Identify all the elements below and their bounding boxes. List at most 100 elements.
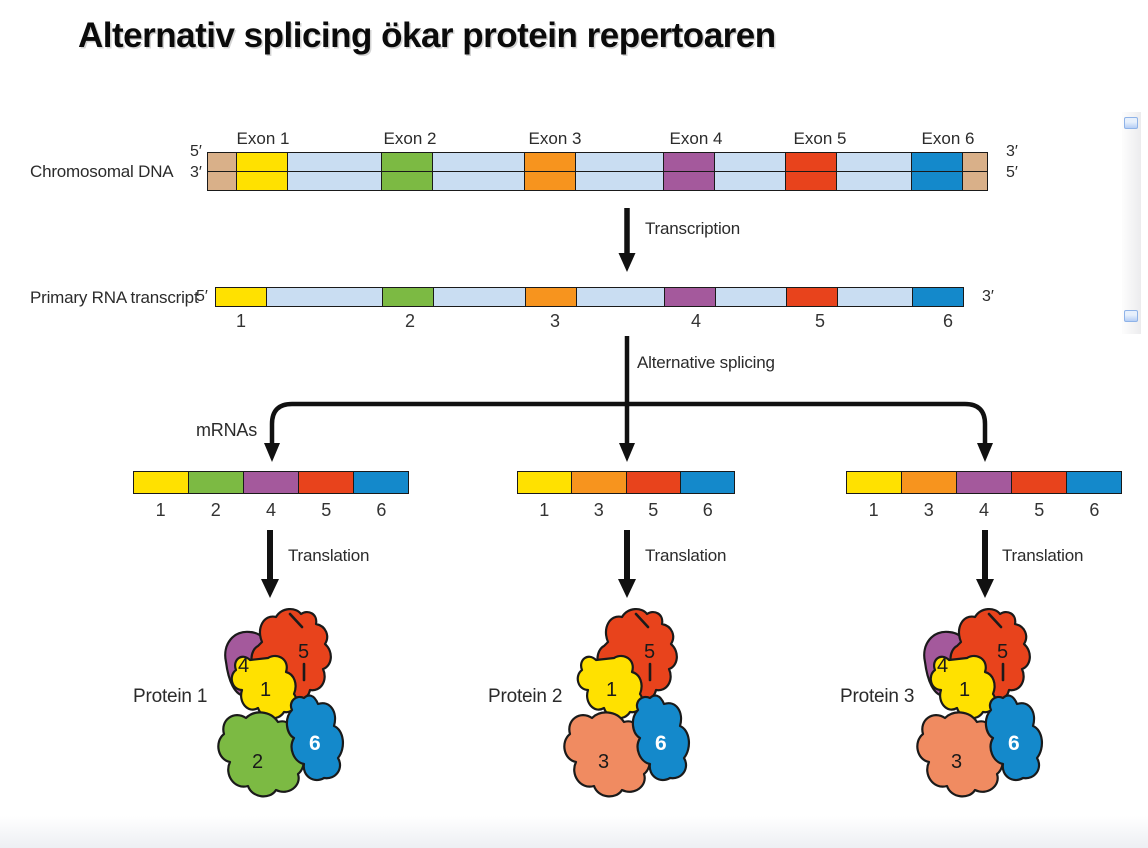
exon-segment — [571, 471, 627, 494]
translation-arrow-3 — [976, 530, 994, 598]
exon-segment — [524, 152, 576, 172]
exon-number: 6 — [702, 500, 713, 520]
exon-segment — [663, 171, 715, 191]
mrna-numbers: 1 2 4 5 6 — [133, 500, 409, 521]
exon-number: 1 — [155, 500, 166, 520]
right-scrollbar-track[interactable] — [1122, 112, 1141, 334]
mrna-numbers: 1 3 4 5 6 — [846, 500, 1122, 521]
mrna-2: 1 3 5 6 — [517, 471, 735, 521]
alternative-splicing-arrow — [619, 336, 635, 462]
domain-number: 4 — [937, 655, 948, 677]
exon-segment — [846, 471, 902, 494]
exon-number: 5 — [814, 311, 826, 331]
exon-number: 1 — [539, 500, 550, 520]
exon-segment — [785, 171, 837, 191]
protein-1-label: Protein 1 — [133, 686, 208, 707]
exon-number: 3 — [549, 311, 561, 331]
dna-strand-bottom — [207, 171, 988, 191]
exon-segment — [243, 471, 299, 494]
exon-number: 3 — [923, 500, 934, 520]
intron-segment — [287, 171, 382, 191]
translation-label-1: Translation — [288, 546, 370, 565]
exon-segment — [188, 471, 244, 494]
alternative-splicing-label: Alternative splicing — [637, 353, 775, 372]
intron-segment — [836, 152, 912, 172]
dna-left-5prime: 5′ — [190, 143, 202, 160]
exon-number: 6 — [942, 311, 954, 331]
exon-label: Exon 2 — [383, 129, 437, 148]
exon-number: 4 — [979, 500, 990, 520]
exon-segment — [625, 471, 681, 494]
dna-end-segment — [962, 152, 988, 172]
exon-number: 4 — [266, 500, 277, 520]
splice-branch-right-arrow — [627, 401, 993, 462]
intron-segment — [576, 287, 665, 307]
translation-label-3: Translation — [1002, 546, 1084, 565]
domain-number: 2 — [252, 751, 263, 773]
translation-arrow-1 — [261, 530, 279, 598]
rna-5prime: 5′ — [196, 288, 208, 305]
primary-rna-label: Primary RNA transcript — [30, 288, 199, 307]
dna-left-3prime: 3′ — [190, 164, 202, 181]
splice-branch-left-arrow — [264, 401, 627, 462]
protein-2-label: Protein 2 — [488, 686, 563, 707]
exon-segment — [785, 152, 837, 172]
scroll-handle-bottom[interactable] — [1124, 310, 1138, 322]
scroll-handle-top[interactable] — [1124, 117, 1138, 129]
mrna-numbers: 1 3 5 6 — [517, 500, 735, 521]
mrnas-label: mRNAs — [196, 420, 257, 440]
exon-segment — [1066, 471, 1122, 494]
dna-end-segment — [962, 171, 988, 191]
exon-segment — [912, 287, 964, 307]
dna-right-3prime: 3′ — [1006, 143, 1018, 160]
protein-1-illustration: 4 5 1 2 6 — [217, 607, 345, 798]
exon-number: 1 — [868, 500, 879, 520]
exon-segment — [381, 171, 433, 191]
exon-segment — [911, 171, 963, 191]
exon-segment — [525, 287, 577, 307]
exon-label: Exon 5 — [793, 129, 847, 148]
domain-number: 1 — [260, 679, 271, 701]
intron-segment — [714, 171, 786, 191]
dna-end-segment — [207, 152, 237, 172]
exon-number: 6 — [1089, 500, 1100, 520]
exon-segment — [901, 471, 957, 494]
exon-segment — [382, 287, 434, 307]
translation-label-2: Translation — [645, 546, 727, 565]
intron-segment — [575, 152, 664, 172]
exon-label: Exon 6 — [921, 129, 975, 148]
exon-label: Exon 4 — [669, 129, 723, 148]
exon-segment — [664, 287, 716, 307]
exon-number: 5 — [1034, 500, 1045, 520]
exon-segment — [679, 471, 735, 494]
transcription-arrow — [618, 208, 636, 272]
rna-strand — [215, 287, 964, 307]
mrna-bar — [517, 471, 735, 494]
exon-number: 4 — [690, 311, 702, 331]
domain-number: 4 — [238, 655, 249, 677]
domain-number: 1 — [606, 679, 617, 701]
exon-segment — [956, 471, 1012, 494]
dna-strand-top — [207, 152, 988, 172]
intron-segment — [432, 171, 525, 191]
exon-segment — [524, 171, 576, 191]
mrna-3: 1 3 4 5 6 — [846, 471, 1122, 521]
transcription-label: Transcription — [645, 219, 741, 238]
intron-segment — [837, 287, 913, 307]
primary-rna-bar: 1 2 3 4 5 6 — [215, 287, 964, 331]
intron-segment — [575, 171, 664, 191]
exon-segment — [353, 471, 409, 494]
exon-number: 1 — [235, 311, 247, 331]
intron-segment — [714, 152, 786, 172]
exon-segment — [786, 287, 838, 307]
bottom-band — [0, 816, 1148, 848]
mrna-bar — [846, 471, 1122, 494]
intron-segment — [433, 287, 526, 307]
exon-segment — [298, 471, 354, 494]
exon-number: 6 — [376, 500, 387, 520]
chromosomal-dna-bar: Exon 1 Exon 2 Exon 3 Exon 4 Exon 5 Exon 6 — [207, 129, 988, 191]
exon-segment — [133, 471, 189, 494]
exon-label: Exon 1 — [236, 129, 290, 148]
exon-number: 5 — [648, 500, 659, 520]
exon-number: 5 — [321, 500, 332, 520]
